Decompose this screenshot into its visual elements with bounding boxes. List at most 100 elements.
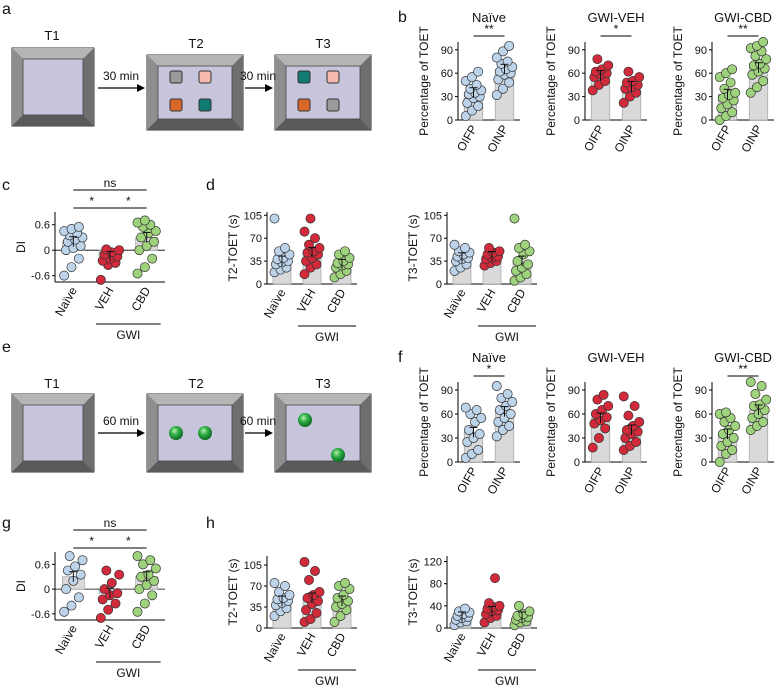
arena-floor — [285, 65, 361, 120]
y-tick-label: 90 — [695, 385, 707, 397]
data-point — [758, 37, 769, 47]
data-point — [149, 575, 159, 586]
y-tick-label: 30 — [695, 433, 707, 445]
data-point — [507, 397, 518, 407]
sig-label: ns — [104, 516, 117, 530]
y-tick-label: 40 — [430, 601, 442, 613]
data-point — [136, 232, 147, 243]
data-point — [601, 412, 612, 423]
chart-b-veh: 0 30 60 90 Percentage of TOET GWI-VEH OIFP OINP… — [544, 10, 647, 155]
arena-wall-right — [360, 55, 371, 130]
data-point — [101, 565, 112, 576]
data-point — [110, 598, 121, 609]
data-point — [340, 246, 350, 257]
group-label: GWI — [315, 330, 339, 344]
category-label: CBD — [504, 630, 529, 659]
data-point — [592, 54, 603, 65]
category-label: CBD — [128, 284, 153, 313]
category-label: OIFP — [454, 465, 480, 496]
sig-label: * — [89, 534, 94, 548]
data-point — [335, 611, 346, 621]
category-label: OINP — [611, 465, 638, 497]
object-pink-t3 — [326, 70, 340, 84]
data-point — [587, 442, 598, 453]
y-tick-label: 105 — [244, 560, 262, 572]
data-point — [502, 389, 513, 399]
data-point — [64, 551, 75, 562]
object-ball-t3-top — [298, 413, 312, 427]
y-tick-label: 90 — [441, 45, 453, 57]
interval-label-1: 30 min — [103, 69, 139, 83]
data-point — [132, 606, 143, 617]
arena-t1-e — [11, 393, 95, 473]
chart-title: GWI-VEH — [587, 350, 644, 365]
data-point — [66, 600, 77, 611]
data-point — [103, 604, 114, 615]
y-tick-label: 105 — [424, 210, 442, 222]
data-point — [340, 578, 350, 588]
data-point — [59, 606, 70, 617]
data-point — [460, 402, 471, 413]
data-point — [314, 243, 325, 253]
object-orange-t3 — [297, 98, 311, 112]
object-teal-t3 — [297, 70, 311, 84]
data-point — [721, 407, 731, 418]
trial-label-t1: T1 — [44, 28, 59, 43]
data-point — [338, 590, 349, 600]
arena-wall-bottom — [275, 119, 371, 130]
y-axis-label: Percentage of TOET — [417, 367, 431, 477]
chart-f-cbd: 0 30 60 90 Percentage of TOET GWI-CBD OIFP OINP… — [671, 350, 774, 497]
data-point — [504, 421, 515, 431]
y-tick-label: -0.6 — [31, 271, 50, 283]
arena-wall-left — [275, 55, 286, 130]
data-point — [301, 605, 311, 615]
chart-c: -0.6 0 0.6 DI Naïve VEH CBD * * ns GWI — [14, 176, 165, 342]
data-point — [299, 269, 310, 280]
chart-f-naive: 0 30 60 90 Percentage of TOET Naïve OIFP OINP * — [417, 350, 520, 497]
sig-label: * — [614, 22, 619, 36]
data-point — [73, 253, 84, 264]
arena-wall-right — [232, 394, 243, 472]
y-tick-label: -0.6 — [31, 609, 50, 621]
data-point — [150, 226, 161, 237]
panel-letter-f: f — [398, 349, 403, 366]
data-point — [73, 221, 84, 232]
object-pink-t2 — [198, 70, 212, 84]
data-point — [311, 608, 322, 618]
arena-wall-bottom — [147, 461, 243, 472]
data-point — [491, 431, 502, 442]
y-tick-label: 60 — [568, 409, 580, 421]
data-point — [114, 245, 125, 256]
object-gray-t3 — [326, 98, 340, 112]
arena-wall-top — [12, 394, 94, 405]
data-point — [460, 603, 470, 614]
arena-wall-bottom — [275, 461, 371, 472]
data-point — [99, 584, 110, 595]
data-point — [269, 578, 280, 588]
arena-floor — [22, 404, 84, 462]
data-point — [498, 46, 508, 57]
category-label: OINP — [738, 123, 765, 155]
category-label: OIFP — [708, 123, 734, 154]
data-point — [269, 213, 280, 224]
panel-letter-h: h — [206, 515, 215, 532]
arena-floor — [285, 404, 361, 462]
chart-title: Naïve — [472, 350, 506, 365]
chart-title: GWI-VEH — [587, 10, 644, 25]
data-point — [761, 394, 772, 405]
data-point — [750, 389, 761, 399]
sig-label: * — [89, 194, 94, 208]
data-point — [752, 82, 762, 93]
arena-t3-e — [274, 393, 372, 473]
y-tick-label: 90 — [568, 45, 580, 57]
category-label: Naïve — [441, 286, 469, 320]
trial-label-t2-e: T2 — [188, 376, 203, 391]
arena-wall-bottom — [147, 119, 243, 130]
y-tick-label: 0 — [447, 457, 453, 469]
arrow-head-4 — [265, 429, 273, 437]
data-point — [147, 590, 158, 601]
data-point — [490, 573, 500, 584]
chart-d-t3: 0 35 70 105 T3-TOET (s) Naïve VEH CBD GWI — [406, 210, 537, 344]
y-axis-label: Percentage of TOET — [544, 26, 558, 136]
